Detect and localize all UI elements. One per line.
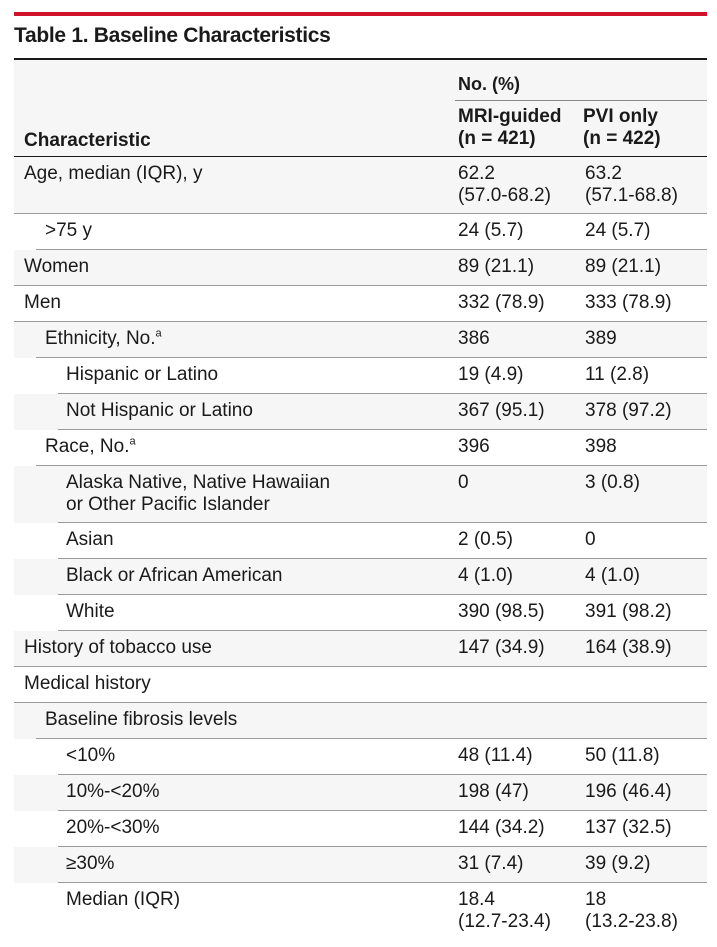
row-label: Black or African American: [66, 565, 283, 586]
value-mri-guided: 31 (7.4): [458, 853, 524, 874]
value-mri-guided: 0: [458, 472, 469, 493]
row-label: Men: [24, 292, 61, 313]
value-mri-guided: 19 (4.9): [458, 364, 524, 385]
table-row: ≥30% 31 (7.4) 39 (9.2): [14, 847, 707, 883]
row-label: Alaska Native, Native Hawaiian or Other …: [66, 472, 331, 515]
table-row: 10%-<20% 198 (47) 196 (46.4): [14, 775, 707, 811]
table-row: Hispanic or Latino 19 (4.9) 11 (2.8): [14, 358, 707, 394]
row-label: Age, median (IQR), y: [24, 163, 203, 184]
value-pvi-only: 0: [585, 529, 596, 550]
table-row: Women 89 (21.1) 89 (21.1): [14, 250, 707, 286]
table-row: Ethnicity, No.a 386 389: [14, 322, 707, 358]
value-mri-guided: 18.4 (12.7-23.4): [458, 889, 551, 932]
value-pvi-only: 398: [585, 436, 617, 457]
value-pvi-only: 389: [585, 328, 617, 349]
value-pvi-only: 137 (32.5): [585, 817, 672, 838]
header-characteristic: Characteristic: [24, 130, 151, 151]
value-pvi-only: 164 (38.9): [585, 637, 672, 658]
row-label: Women: [24, 256, 90, 277]
table-header: [14, 60, 707, 157]
table-row: <10% 48 (11.4) 50 (11.8): [14, 739, 707, 775]
row-label: History of tobacco use: [24, 637, 212, 658]
header-group-divider: [455, 100, 707, 101]
row-label: ≥30%: [66, 853, 115, 874]
value-pvi-only: 3 (0.8): [585, 472, 640, 493]
table-row: Race, No.a 396 398: [14, 430, 707, 466]
value-pvi-only: 378 (97.2): [585, 400, 672, 421]
table-row: Black or African American 4 (1.0) 4 (1.0): [14, 559, 707, 595]
table-row: Medical history: [14, 667, 707, 703]
value-pvi-only: 333 (78.9): [585, 292, 672, 313]
table-row: >75 y 24 (5.7) 24 (5.7): [14, 214, 707, 250]
row-label: >75 y: [45, 220, 93, 241]
accent-top-rule: [14, 12, 707, 16]
header-col-mri-guided: MRI-guided (n = 421): [458, 106, 562, 149]
table-row: Median (IQR) 18.4 (12.7-23.4) 18 (13.2-23.…: [14, 883, 707, 940]
row-label: 20%-<30%: [66, 817, 160, 838]
table-row: Men 332 (78.9) 333 (78.9): [14, 286, 707, 322]
row-label: <10%: [66, 745, 116, 766]
value-mri-guided: 144 (34.2): [458, 817, 545, 838]
table-row: Alaska Native, Native Hawaiian or Other …: [14, 466, 707, 523]
table-row: 20%-<30% 144 (34.2) 137 (32.5): [14, 811, 707, 847]
value-mri-guided: 332 (78.9): [458, 292, 545, 313]
row-label: Not Hispanic or Latino: [66, 400, 253, 421]
row-label: Hispanic or Latino: [66, 364, 219, 385]
table-row: Asian 2 (0.5) 0: [14, 523, 707, 559]
value-mri-guided: 4 (1.0): [458, 565, 513, 586]
row-label: White: [66, 601, 115, 622]
footnote-marker: a: [155, 327, 162, 340]
footnote-marker: a: [129, 435, 136, 448]
row-label: 10%-<20%: [66, 781, 160, 802]
value-pvi-only: 18 (13.2-23.8): [585, 889, 678, 932]
value-mri-guided: 24 (5.7): [458, 220, 524, 241]
row-label: Medical history: [24, 673, 151, 694]
value-pvi-only: 11 (2.8): [585, 364, 650, 385]
header-col-pvi-only: PVI only (n = 422): [583, 106, 661, 149]
value-mri-guided: 48 (11.4): [458, 745, 533, 766]
row-label: Asian: [66, 529, 114, 550]
value-pvi-only: 50 (11.8): [585, 745, 660, 766]
value-pvi-only: 196 (46.4): [585, 781, 672, 802]
title-divider: [14, 58, 707, 60]
value-mri-guided: 390 (98.5): [458, 601, 545, 622]
table-row: Baseline fibrosis levels: [14, 703, 707, 739]
table-row: History of tobacco use 147 (34.9) 164 (38.…: [14, 631, 707, 667]
header-group-label: No. (%): [458, 74, 520, 94]
value-mri-guided: 367 (95.1): [458, 400, 545, 421]
value-mri-guided: 147 (34.9): [458, 637, 545, 658]
value-mri-guided: 396: [458, 436, 490, 457]
row-label: Race, No.a: [45, 435, 136, 457]
value-mri-guided: 2 (0.5): [458, 529, 513, 550]
table-title: Table 1. Baseline Characteristics: [14, 24, 331, 47]
row-label: Baseline fibrosis levels: [45, 709, 238, 730]
value-mri-guided: 89 (21.1): [458, 256, 535, 277]
value-mri-guided: 386: [458, 328, 490, 349]
table-row: Age, median (IQR), y 62.2 (57.0-68.2) 63.2…: [14, 157, 707, 214]
table-row: Not Hispanic or Latino 367 (95.1) 378 (97.…: [14, 394, 707, 430]
value-pvi-only: 39 (9.2): [585, 853, 651, 874]
value-pvi-only: 24 (5.7): [585, 220, 651, 241]
value-pvi-only: 89 (21.1): [585, 256, 662, 277]
header-divider: [14, 156, 707, 157]
row-label: Median (IQR): [66, 889, 181, 910]
value-pvi-only: 63.2 (57.1-68.8): [585, 163, 678, 206]
baseline-table-body: Age, median (IQR), y 62.2 (57.0-68.2) 63.2…: [14, 157, 707, 940]
value-mri-guided: 62.2 (57.0-68.2): [458, 163, 551, 206]
row-label: Ethnicity, No.a: [45, 327, 162, 349]
value-pvi-only: 4 (1.0): [585, 565, 640, 586]
value-mri-guided: 198 (47): [458, 781, 529, 802]
table-row: White 390 (98.5) 391 (98.2): [14, 595, 707, 631]
value-pvi-only: 391 (98.2): [585, 601, 672, 622]
